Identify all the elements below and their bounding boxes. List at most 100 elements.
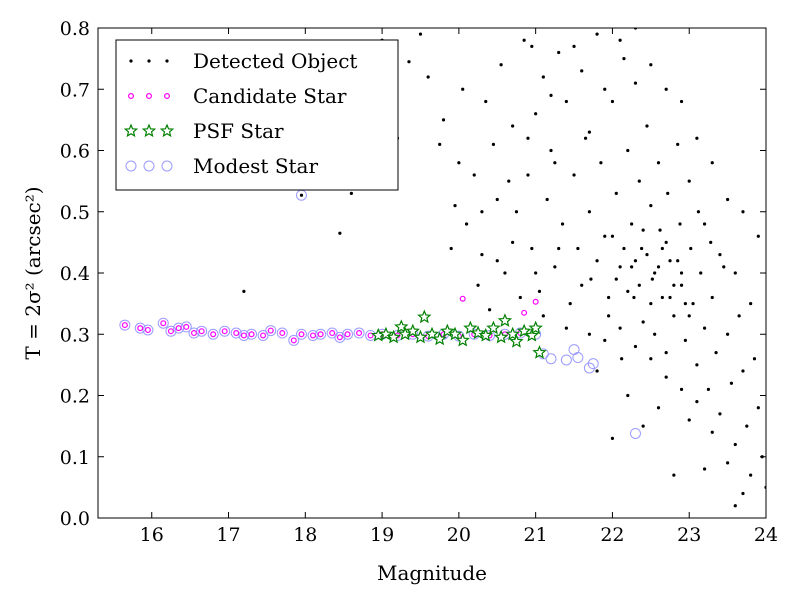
point-detected-object: [299, 193, 304, 197]
point-detected-object: [603, 234, 607, 238]
point-candidate-star: [317, 331, 324, 338]
point-detected-object: [726, 461, 730, 465]
point-modest-star: [629, 427, 641, 439]
point-psf-star: [386, 329, 401, 344]
point-detected-object: [610, 99, 615, 104]
point-psf-star: [524, 327, 540, 342]
point-candidate-star: [160, 320, 167, 327]
point-detected-object: [714, 351, 718, 355]
legend-marker-modest-star: [143, 160, 155, 172]
point-detected-object: [580, 283, 584, 287]
point-detected-object: [664, 240, 668, 244]
point-detected-object: [702, 326, 707, 330]
point-candidate-star: [367, 332, 374, 339]
point-detected-object: [480, 253, 484, 257]
point-detected-object: [741, 491, 745, 496]
x-tick-label: 23: [677, 524, 701, 546]
point-candidate-star: [290, 337, 297, 344]
point-psf-star: [447, 326, 463, 341]
legend-label-psf-star: PSF Star: [193, 119, 284, 143]
point-detected-object: [583, 136, 588, 140]
legend-marker-detected-object: [147, 59, 151, 63]
point-detected-object: [641, 424, 645, 428]
point-detected-object: [522, 38, 526, 42]
point-candidate-star: [356, 330, 363, 337]
point-candidate-star: [521, 309, 528, 316]
point-detected-object: [645, 253, 649, 257]
point-modest-star: [342, 328, 354, 340]
point-detected-object: [672, 283, 676, 287]
point-detected-object: [710, 295, 714, 300]
point-detected-object: [664, 351, 668, 355]
point-detected-object: [514, 210, 519, 214]
point-modest-star: [587, 358, 599, 370]
point-detected-object: [461, 87, 465, 91]
point-candidate-star: [532, 298, 539, 305]
point-psf-star: [463, 320, 478, 335]
legend-entry-psf-star: PSF Star: [123, 119, 284, 143]
point-detected-object: [526, 136, 530, 140]
point-detected-object: [741, 210, 745, 214]
point-candidate-star: [221, 328, 228, 335]
point-detected-object: [606, 314, 611, 318]
point-psf-star: [413, 329, 428, 344]
point-modest-star: [545, 353, 557, 365]
legend-marker-psf-star: [123, 123, 139, 138]
point-detected-object: [637, 179, 641, 183]
legend-marker-candidate-star: [146, 92, 153, 99]
point-detected-object: [534, 112, 538, 116]
point-detected-object: [687, 418, 691, 422]
point-detected-object: [649, 302, 653, 306]
point-detected-object: [557, 50, 561, 55]
y-tick-label: 0.2: [60, 386, 90, 408]
point-detected-object: [745, 424, 749, 428]
point-detected-object: [633, 81, 638, 85]
point-modest-star: [334, 331, 346, 343]
point-detected-object: [618, 265, 622, 269]
point-detected-object: [499, 63, 503, 67]
point-detected-object: [650, 277, 654, 281]
point-detected-object: [576, 246, 580, 251]
point-modest-star: [219, 325, 231, 337]
point-detected-object: [587, 130, 592, 134]
y-tick-label: 0.4: [60, 263, 90, 285]
x-tick-label: 20: [447, 524, 471, 546]
point-detected-object: [595, 32, 599, 36]
point-detected-object: [726, 332, 730, 336]
point-detected-object: [553, 265, 557, 269]
point-detected-object: [453, 204, 457, 208]
legend-marker-candidate-star: [128, 92, 135, 99]
point-detected-object: [530, 246, 534, 251]
point-candidate-star: [167, 328, 174, 335]
point-detected-object: [722, 265, 726, 269]
point-detected-object: [676, 259, 680, 263]
point-detected-object: [622, 57, 626, 61]
point-modest-star: [157, 317, 169, 329]
point-detected-object: [672, 473, 676, 477]
legend-entry-detected-object: Detected Object: [129, 49, 357, 73]
ticks-layer: 16 17 18 19 20 21 22 23 24 0.0 0.1 0.2 0.3 0.4 0.5 0.6 0…: [60, 18, 778, 546]
point-detected-object: [610, 436, 615, 440]
point-detected-object: [756, 406, 760, 410]
point-candidate-star: [144, 326, 151, 333]
point-candidate-star: [336, 334, 343, 341]
point-detected-object: [618, 326, 622, 330]
point-detected-object: [691, 302, 695, 306]
point-detected-object: [349, 191, 353, 195]
point-detected-object: [572, 44, 576, 48]
x-axis-label: Magnitude: [377, 561, 487, 585]
point-detected-object: [599, 161, 603, 165]
legend-label-detected-object: Detected Object: [193, 49, 357, 73]
point-detected-object: [645, 124, 649, 128]
y-tick-label: 0.5: [60, 202, 90, 224]
point-detected-object: [702, 222, 707, 226]
point-detected-object: [718, 253, 722, 257]
point-detected-object: [668, 295, 672, 300]
point-psf-star: [493, 329, 509, 344]
point-candidate-star: [459, 295, 466, 302]
point-detected-object: [418, 32, 423, 36]
point-candidate-star: [190, 330, 197, 337]
point-detected-object: [653, 271, 657, 275]
point-detected-object: [649, 204, 653, 208]
